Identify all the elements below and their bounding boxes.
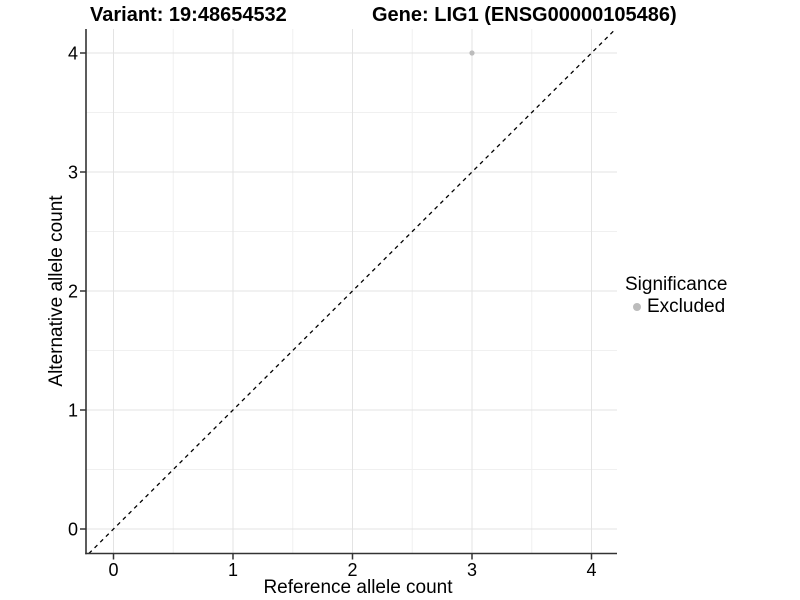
legend-title: Significance [625, 274, 728, 295]
x-tick-label: 0 [108, 560, 118, 580]
x-tick-label: 4 [586, 560, 596, 580]
data-point [469, 50, 475, 56]
identity-line [88, 28, 617, 554]
y-tick-label: 1 [68, 401, 78, 421]
legend-item-excluded: Excluded [625, 296, 727, 318]
excluded-point-icon [633, 303, 641, 311]
legend-item-label: Excluded [647, 296, 726, 317]
x-axis-title: Reference allele count [263, 577, 453, 598]
y-axis-title: Alternative allele count [46, 195, 67, 387]
y-tick-label: 3 [68, 163, 78, 183]
legend: Significance Excluded [625, 274, 727, 318]
y-tick-label: 4 [68, 44, 78, 64]
x-tick-label: 1 [228, 560, 238, 580]
plot-title-gene: Gene: LIG1 (ENSG00000105486) [372, 4, 677, 26]
x-tick-label: 3 [467, 560, 477, 580]
x-tick-label: 2 [347, 560, 357, 580]
y-tick-label: 0 [68, 520, 78, 540]
y-tick-label: 2 [68, 282, 78, 302]
plot-title-variant: Variant: 19:48654532 [90, 4, 287, 26]
